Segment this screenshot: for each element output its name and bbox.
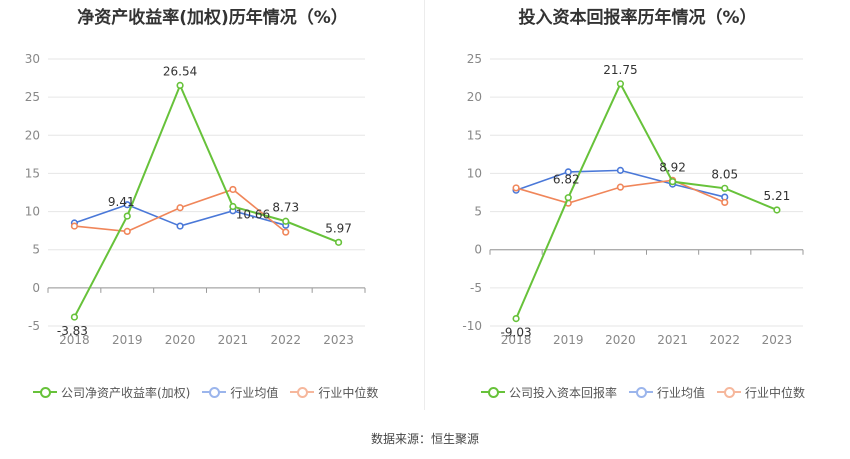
x-tick-label: 2018	[501, 333, 532, 347]
data-label: 5.97	[325, 221, 352, 235]
data-point-company[interactable]	[616, 80, 625, 88]
data-label: 10.66	[236, 208, 270, 222]
legend-item-company-roic[interactable]: 公司投入资本回报率	[481, 384, 617, 401]
y-tick-label: 30	[25, 52, 40, 66]
y-tick-label: 10	[25, 205, 40, 219]
legend-line-icon	[481, 386, 505, 398]
y-tick-label: 20	[467, 90, 482, 104]
legend-item-company-roe[interactable]: 公司净资产收益率(加权)	[33, 384, 190, 401]
chart-divider	[424, 0, 425, 410]
x-tick-label: 2022	[709, 333, 740, 347]
legend-item-avg-roic[interactable]: 行业均值	[629, 384, 705, 401]
data-label: 6.82	[553, 173, 580, 187]
y-tick-label: 5	[474, 205, 482, 219]
data-point-median[interactable]	[123, 227, 131, 236]
y-tick-label: -10	[462, 319, 482, 333]
data-label: 21.75	[603, 63, 637, 77]
y-tick-label: 25	[467, 52, 482, 66]
legend-line-icon	[717, 386, 742, 398]
data-point-avg[interactable]	[176, 222, 184, 230]
data-label: 8.73	[272, 200, 299, 214]
legend-roic: 公司投入资本回报率 行业均值 行业中位数	[481, 382, 817, 402]
data-point-company[interactable]	[773, 206, 781, 214]
data-point-median[interactable]	[70, 222, 79, 230]
x-tick-label: 2018	[59, 333, 90, 347]
series-line-company	[73, 82, 339, 318]
data-point-median[interactable]	[512, 184, 520, 192]
data-point-company[interactable]	[564, 194, 572, 202]
data-point-company[interactable]	[721, 184, 729, 192]
data-point-company[interactable]	[229, 202, 237, 211]
legend-label: 公司投入资本回报率	[509, 385, 618, 400]
series-line-company	[515, 81, 778, 319]
x-tick-label: 2021	[657, 333, 688, 347]
data-label: -3.83	[57, 324, 88, 338]
data-point-avg[interactable]	[616, 166, 625, 174]
data-point-company[interactable]	[668, 178, 677, 186]
y-tick-label: 15	[467, 128, 482, 142]
y-tick-label: 15	[25, 166, 40, 180]
legend-label: 行业中位数	[318, 385, 379, 400]
data-label: 8.92	[659, 161, 686, 175]
data-point-company[interactable]	[512, 315, 520, 323]
chart-title-roe: 净资产收益率(加权)历年情况（%）	[77, 8, 348, 28]
data-point-median[interactable]	[721, 198, 729, 207]
data-point-avg[interactable]	[123, 201, 131, 209]
legend-item-avg-roe[interactable]: 行业均值	[202, 384, 278, 401]
legend-line-icon	[33, 386, 57, 398]
data-label: 26.54	[163, 64, 197, 78]
roe-chart: -5 0 5 10 15 20 25 30 2018 2019 2020 2021 2022 2023 -3…	[25, 52, 366, 347]
data-source-note: 数据来源：恒生聚源	[370, 432, 479, 446]
legend-roe: 公司净资产收益率(加权) 行业均值 行业中位数	[33, 382, 390, 402]
legend-item-median-roic[interactable]: 行业中位数	[717, 384, 805, 401]
chart-title-roic: 投入资本回报率历年情况（%）	[518, 8, 757, 28]
legend-line-icon	[629, 386, 654, 398]
y-tick-label: -5	[28, 319, 40, 333]
x-tick-label: 2020	[165, 333, 196, 347]
x-tick-label: 2021	[218, 333, 249, 347]
y-tick-label: -5	[470, 281, 482, 295]
y-tick-label: 25	[25, 90, 40, 104]
legend-label: 行业均值	[230, 385, 279, 400]
data-point-company[interactable]	[334, 238, 343, 246]
x-tick-label: 2020	[605, 333, 636, 347]
x-tick-label: 2023	[762, 333, 793, 347]
data-point-avg[interactable]	[564, 168, 572, 176]
x-tick-label: 2022	[270, 333, 301, 347]
data-point-company[interactable]	[70, 313, 79, 321]
legend-label: 行业中位数	[745, 385, 806, 400]
y-tick-label: 20	[25, 128, 40, 142]
legend-item-median-roe[interactable]: 行业中位数	[290, 384, 378, 401]
legend-label: 行业均值	[657, 385, 706, 400]
data-point-company[interactable]	[176, 81, 184, 89]
data-point-median[interactable]	[229, 185, 237, 194]
data-point-median[interactable]	[616, 183, 625, 191]
y-tick-label: 5	[32, 243, 40, 257]
data-label: 8.05	[711, 167, 738, 181]
y-tick-label: 0	[474, 243, 482, 257]
data-label: 9.41	[108, 195, 135, 209]
legend-line-icon	[202, 386, 227, 398]
data-label: -9.03	[501, 326, 532, 340]
y-tick-label: 10	[467, 166, 482, 180]
legend-line-icon	[290, 386, 315, 398]
data-label: 5.21	[764, 189, 791, 203]
x-tick-label: 2019	[553, 333, 584, 347]
data-point-company[interactable]	[282, 217, 290, 225]
x-tick-label: 2019	[112, 333, 143, 347]
x-tick-label: 2023	[323, 333, 354, 347]
data-point-company[interactable]	[123, 212, 131, 220]
data-point-median[interactable]	[176, 204, 184, 212]
legend-label: 公司净资产收益率(加权)	[61, 385, 191, 400]
data-point-median[interactable]	[282, 228, 290, 236]
roic-chart: -10 -5 0 5 10 15 20 25 2018 2019 2020 2021 2022 2023 -…	[462, 52, 804, 347]
y-tick-label: 0	[32, 281, 40, 295]
